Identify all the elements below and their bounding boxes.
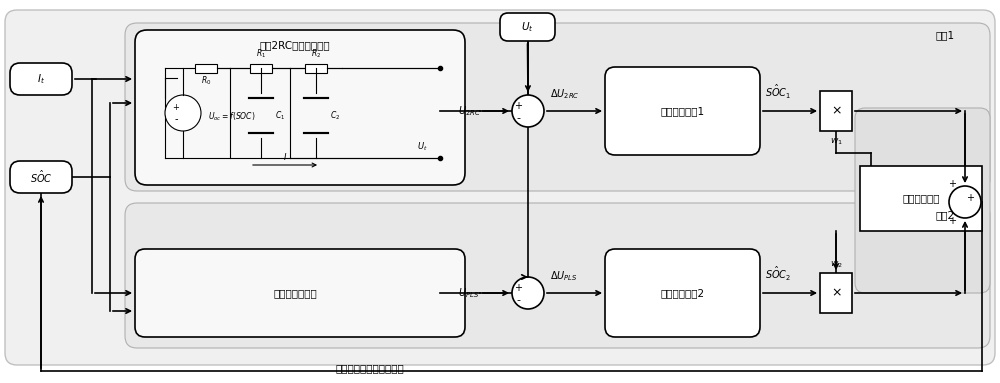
Text: $R_2$: $R_2$: [311, 47, 321, 60]
Text: $\times$: $\times$: [831, 286, 841, 300]
Text: $C_2$: $C_2$: [330, 109, 340, 122]
Text: $U_{2RC}$: $U_{2RC}$: [458, 104, 481, 118]
Text: 偏最小二乘模型: 偏最小二乘模型: [273, 288, 317, 298]
Circle shape: [165, 95, 201, 131]
Text: 卡尔曼滤波器2: 卡尔曼滤波器2: [660, 288, 705, 298]
Text: 荷电状态估计的最终结果: 荷电状态估计的最终结果: [336, 363, 404, 373]
Circle shape: [949, 186, 981, 218]
Bar: [250, 64, 272, 72]
Text: $C_1$: $C_1$: [275, 109, 285, 122]
Text: +: +: [948, 216, 956, 226]
Text: 电池2RC等效电路模型: 电池2RC等效电路模型: [260, 40, 330, 50]
Bar: [305, 64, 327, 72]
Text: $\Delta U_{PLS}$: $\Delta U_{PLS}$: [550, 269, 578, 283]
FancyBboxPatch shape: [135, 30, 465, 185]
FancyBboxPatch shape: [125, 203, 990, 348]
Text: +: +: [514, 283, 522, 293]
Text: $I_t$: $I_t$: [37, 72, 45, 86]
FancyBboxPatch shape: [135, 249, 465, 337]
Circle shape: [512, 277, 544, 309]
FancyBboxPatch shape: [5, 10, 995, 365]
Text: $U_{PLS}$: $U_{PLS}$: [458, 286, 479, 300]
Text: $U_t$: $U_t$: [417, 141, 427, 153]
Text: -: -: [516, 295, 520, 305]
FancyBboxPatch shape: [605, 249, 760, 337]
Text: 赤池权重计算: 赤池权重计算: [902, 193, 940, 203]
Text: $w_2$: $w_2$: [830, 260, 842, 270]
Bar: [195, 64, 217, 72]
Text: $S\hat{O}C$: $S\hat{O}C$: [30, 169, 52, 185]
FancyBboxPatch shape: [605, 67, 760, 155]
FancyBboxPatch shape: [500, 13, 555, 41]
Text: $\Delta U_{2RC}$: $\Delta U_{2RC}$: [550, 87, 580, 101]
Text: $U_{oc}=f(SOC)$: $U_{oc}=f(SOC)$: [208, 111, 256, 123]
FancyBboxPatch shape: [855, 108, 990, 293]
Text: $\times$: $\times$: [831, 105, 841, 118]
Text: $R_1$: $R_1$: [256, 47, 266, 60]
Text: $U_t$: $U_t$: [521, 20, 534, 34]
Text: +: +: [948, 179, 956, 189]
FancyBboxPatch shape: [860, 166, 982, 231]
Text: -: -: [516, 113, 520, 123]
FancyBboxPatch shape: [125, 23, 990, 191]
Text: $w_1$: $w_1$: [830, 136, 842, 147]
Text: $I$: $I$: [283, 151, 287, 162]
Text: $S\hat{O}C_1$: $S\hat{O}C_1$: [765, 83, 791, 101]
FancyBboxPatch shape: [820, 273, 852, 313]
Text: +: +: [173, 103, 179, 111]
Text: +: +: [966, 193, 974, 203]
FancyBboxPatch shape: [10, 161, 72, 193]
FancyBboxPatch shape: [820, 91, 852, 131]
Text: $R_0$: $R_0$: [201, 74, 211, 87]
FancyBboxPatch shape: [10, 63, 72, 95]
Text: 卡尔曼滤波器1: 卡尔曼滤波器1: [660, 106, 705, 116]
Text: +: +: [514, 101, 522, 111]
Text: $S\hat{O}C_2$: $S\hat{O}C_2$: [765, 265, 791, 283]
Text: -: -: [174, 114, 178, 124]
Text: 估计2: 估计2: [936, 210, 955, 220]
Circle shape: [512, 95, 544, 127]
Text: 估计1: 估计1: [936, 30, 955, 40]
